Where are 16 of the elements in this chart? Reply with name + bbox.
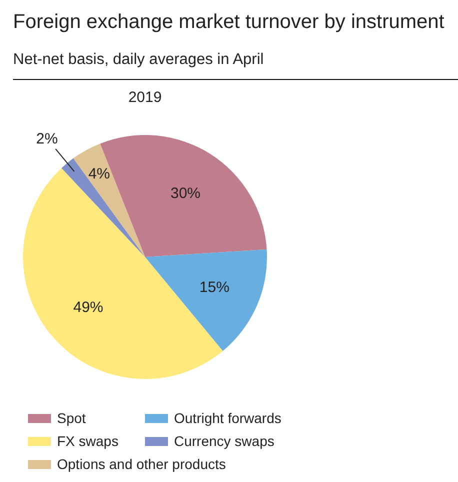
legend-label: Options and other products — [57, 456, 226, 472]
data-label: 2% — [36, 130, 58, 148]
pie-slice — [61, 158, 145, 257]
chart-subtitle: Net-net basis, daily averages in April — [13, 51, 264, 68]
data-label: 15% — [199, 278, 230, 296]
text: 2019 — [128, 89, 162, 106]
pie-slice — [73, 144, 145, 257]
legend-label: Currency swaps — [174, 433, 274, 449]
data-label: 30% — [170, 184, 201, 202]
chart-title: Foreign exchange market turnover by instrument — [13, 11, 444, 33]
pie-slice — [145, 249, 267, 352]
legend-label: Spot — [57, 410, 86, 426]
data-label: 4% — [88, 165, 110, 182]
legend-label: Outright forwards — [174, 410, 282, 426]
data-label: 49% — [73, 298, 104, 316]
legend-label: FX swaps — [57, 433, 118, 449]
